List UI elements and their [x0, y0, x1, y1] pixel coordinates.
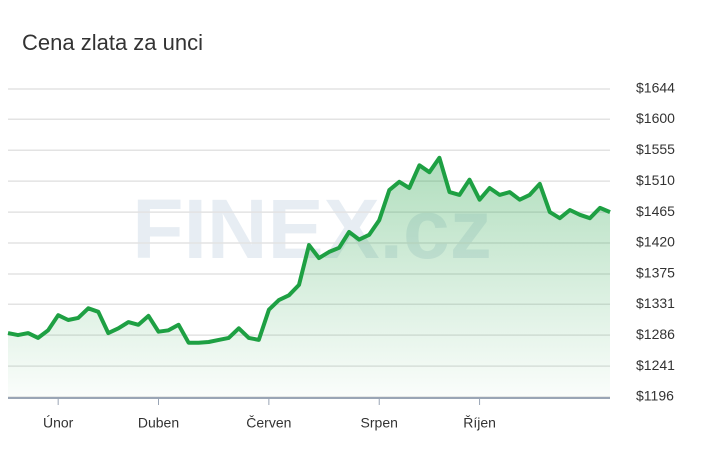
- y-tick-label: $1644: [636, 80, 675, 96]
- x-tick-label: Červen: [246, 415, 291, 431]
- y-tick-label: $1555: [636, 141, 675, 157]
- area: [8, 157, 610, 397]
- y-tick-label: $1241: [636, 357, 675, 373]
- y-tick-label: $1286: [636, 326, 675, 342]
- y-tick-label: $1375: [636, 265, 675, 281]
- y-tick-label: $1510: [636, 172, 675, 188]
- y-tick-label: $1465: [636, 203, 675, 219]
- x-tick-label: Říjen: [463, 415, 496, 431]
- y-tick-label: $1331: [636, 295, 675, 311]
- y-tick-label: $1600: [636, 110, 675, 126]
- line: [7, 155, 611, 345]
- x-tick-label: Duben: [138, 415, 179, 431]
- y-tick-label: $1196: [636, 388, 674, 404]
- chart-title: Cena zlata za unci: [22, 30, 203, 55]
- y-tick-label: $1420: [636, 234, 675, 250]
- x-tick-label: Srpen: [361, 415, 398, 431]
- x-tick-label: Únor: [43, 415, 74, 431]
